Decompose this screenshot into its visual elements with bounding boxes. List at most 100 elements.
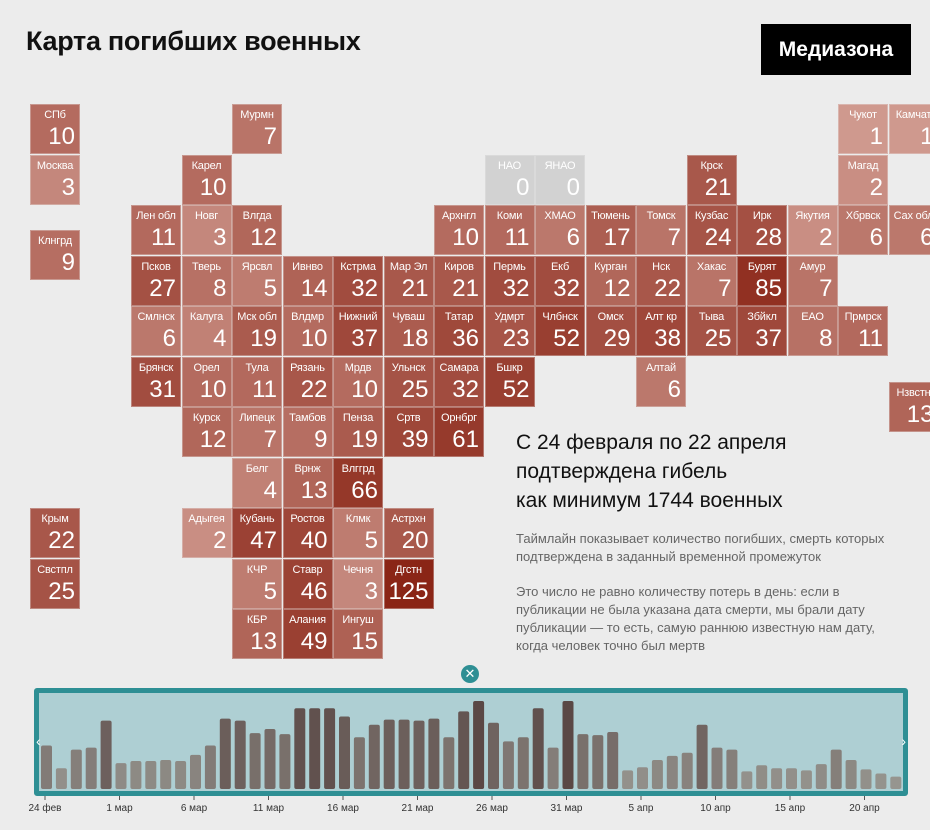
region-tile[interactable]: Амур 7 <box>787 255 838 306</box>
region-tile[interactable]: Члбнск 52 <box>535 306 585 356</box>
region-tile[interactable]: Татар 36 <box>434 306 484 356</box>
region-tile[interactable]: Кубань 47 <box>232 508 282 558</box>
region-tile[interactable]: Бшкр 52 <box>484 356 535 407</box>
region-tile[interactable]: Хбрвск 6 <box>838 205 888 255</box>
region-tile[interactable]: КЧР 5 <box>232 558 282 609</box>
region-tile[interactable]: Липецк 7 <box>232 407 282 457</box>
region-tile[interactable]: Рязань 22 <box>282 356 333 407</box>
region-tile[interactable]: Чечня 3 <box>333 558 383 609</box>
region-tile[interactable]: Новг 3 <box>181 205 232 255</box>
region-tile[interactable]: Мск обл 19 <box>232 306 282 356</box>
region-tile[interactable]: Мрдв 10 <box>333 356 383 407</box>
timeline-bar <box>443 737 455 789</box>
region-tile[interactable]: Дгстн 125 <box>383 558 434 609</box>
region-tile[interactable]: Карел 10 <box>181 154 232 205</box>
region-tile[interactable]: СПб 10 <box>30 104 80 154</box>
region-tile[interactable]: Прмрск 11 <box>838 306 888 356</box>
region-tile[interactable]: НАО 0 <box>484 154 535 205</box>
region-tile[interactable]: Мурмн 7 <box>232 104 282 154</box>
region-tile-label: Нижний <box>338 311 378 323</box>
region-tile[interactable]: Нижний 37 <box>333 306 383 356</box>
region-tile[interactable]: Клмк 5 <box>333 508 383 558</box>
region-tile[interactable]: Киров 21 <box>434 255 484 306</box>
region-tile[interactable]: Ирк 28 <box>737 205 787 255</box>
close-icon[interactable]: ✕ <box>461 665 479 683</box>
region-tile[interactable]: Хакас 7 <box>686 255 737 306</box>
region-tile[interactable]: Збйкл 37 <box>737 306 787 356</box>
region-tile[interactable]: Тверь 8 <box>181 255 232 306</box>
timeline-right-handle[interactable]: › <box>901 733 906 749</box>
region-tile-label: Бурят <box>747 260 777 273</box>
region-tile[interactable]: Алт кр 38 <box>636 306 686 356</box>
region-tile[interactable]: Бурят 85 <box>737 255 787 306</box>
timeline-bar <box>651 760 663 789</box>
region-tile-count: 28 <box>755 224 782 251</box>
region-tile[interactable]: Псков 27 <box>131 255 181 306</box>
region-tile[interactable]: Сах обл 6 <box>888 205 930 255</box>
region-tile[interactable]: Алания 49 <box>282 609 333 659</box>
region-tile[interactable]: Камчат 1 <box>888 104 930 154</box>
region-tile[interactable]: Ингуш 15 <box>333 609 383 659</box>
region-tile[interactable]: ХМАО 6 <box>535 205 585 255</box>
region-tile[interactable]: Смлнск 6 <box>131 306 181 356</box>
region-tile[interactable]: Брянск 31 <box>131 356 181 407</box>
region-tile[interactable]: Курган 12 <box>585 255 636 306</box>
region-tile[interactable]: Астрхн 20 <box>383 508 434 558</box>
region-tile[interactable]: Томск 7 <box>636 205 686 255</box>
region-tile[interactable]: Омск 29 <box>585 306 636 356</box>
region-tile[interactable]: Якутия 2 <box>787 205 838 255</box>
region-tile[interactable]: Нзвстн 13 <box>888 381 930 432</box>
region-tile[interactable]: Ставр 46 <box>282 558 333 609</box>
region-tile[interactable]: Лен обл 11 <box>131 205 181 255</box>
region-tile[interactable]: Кстрма 32 <box>333 255 383 306</box>
region-tile[interactable]: ЯНАО 0 <box>535 154 585 205</box>
region-tile[interactable]: Калуга 4 <box>181 306 232 356</box>
region-tile[interactable]: Самара 32 <box>434 356 484 407</box>
region-tile[interactable]: Мар Эл 21 <box>383 255 434 306</box>
region-tile[interactable]: Свстпл 25 <box>30 558 80 609</box>
region-tile[interactable]: Ростов 40 <box>282 508 333 558</box>
region-tile[interactable]: Адыгея 2 <box>181 508 232 558</box>
region-tile[interactable]: Екб 32 <box>535 255 585 306</box>
region-tile[interactable]: Архнгл 10 <box>434 205 484 255</box>
region-tile[interactable]: Чукот 1 <box>838 104 888 154</box>
region-tile[interactable]: Кузбас 24 <box>686 205 737 255</box>
region-tile[interactable]: Коми 11 <box>484 205 535 255</box>
region-tile[interactable]: Курск 12 <box>181 407 232 457</box>
region-tile[interactable]: Тюмень 17 <box>585 205 636 255</box>
region-tile[interactable]: Тула 11 <box>232 356 282 407</box>
region-tile[interactable]: Нск 22 <box>636 255 686 306</box>
timeline-slider[interactable]: ‹ › <box>34 688 908 796</box>
region-tile[interactable]: Крым 22 <box>30 508 80 558</box>
region-tile[interactable]: Белг 4 <box>232 457 282 508</box>
region-tile[interactable]: Влдмр 10 <box>282 306 333 356</box>
region-tile[interactable]: Орнбрг 61 <box>434 407 484 457</box>
region-tile[interactable]: Пенза 19 <box>333 407 383 457</box>
region-tile[interactable]: Магад 2 <box>838 154 888 205</box>
region-tile[interactable]: Тамбов 9 <box>282 407 333 457</box>
region-tile[interactable]: Крск 21 <box>686 154 737 205</box>
region-tile-count: 23 <box>502 325 530 352</box>
region-tile[interactable]: Удмрт 23 <box>484 306 535 356</box>
region-tile[interactable]: Клнгрд 9 <box>30 230 80 281</box>
region-tile[interactable]: Влгда 12 <box>232 205 282 255</box>
region-tile-count: 9 <box>61 249 75 277</box>
region-tile[interactable]: КБР 13 <box>232 609 282 659</box>
region-tile[interactable]: Чуваш 18 <box>383 306 434 356</box>
region-tile-label: Прмрск <box>844 311 882 323</box>
region-tile[interactable]: Москва 3 <box>30 154 80 205</box>
region-tile[interactable]: Врнж 13 <box>282 457 333 508</box>
mediazona-logo-button[interactable]: Медиазона <box>761 24 911 75</box>
timeline-left-handle[interactable]: ‹ <box>36 733 41 749</box>
region-tile[interactable]: Алтай 6 <box>636 356 686 407</box>
region-tile[interactable]: Ивнво 14 <box>282 255 333 306</box>
region-tile[interactable]: Ярсвл 5 <box>232 255 282 306</box>
region-tile[interactable]: ЕАО 8 <box>787 306 838 356</box>
region-tile[interactable]: Орел 10 <box>181 356 232 407</box>
region-tile[interactable]: Влггрд 66 <box>333 457 383 508</box>
region-tile[interactable]: Ульнск 25 <box>383 356 434 407</box>
timeline-bar <box>398 719 410 789</box>
region-tile[interactable]: Пермь 32 <box>484 255 535 306</box>
region-tile[interactable]: Тыва 25 <box>686 306 737 356</box>
region-tile[interactable]: Сртв 39 <box>383 407 434 457</box>
